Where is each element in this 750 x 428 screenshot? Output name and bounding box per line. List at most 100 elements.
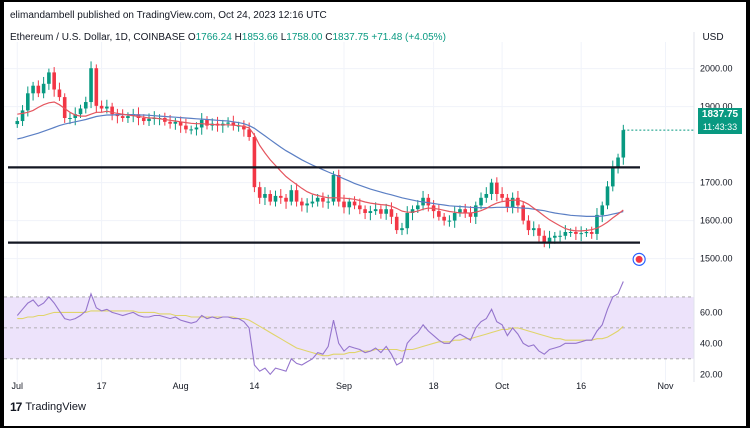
candle-body [458,209,462,213]
price-tick-label: 1900.00 [700,102,733,112]
candle-body [479,197,483,206]
candle-body [579,233,583,235]
candle-body [242,125,246,130]
candle-body [20,110,25,122]
candle-body [616,157,620,168]
candle-body [78,108,83,115]
candle-body [442,216,446,221]
candle-body [589,232,594,234]
tradingview-wordmark: TradingView [25,401,86,413]
candle-body [484,194,489,198]
candle-body [184,125,188,130]
close-label: C [325,32,333,43]
rsi-tick-label: 20.00 [700,369,723,379]
candle-body [347,201,352,208]
candle-body [400,228,404,231]
time-tick-label: Oct [495,381,510,391]
candle-body [510,197,515,208]
candle-body [273,195,278,202]
candle-body [547,237,552,244]
candle-body [574,232,578,234]
high-value: 1853.66 [241,32,278,43]
candle-body [126,116,130,118]
change-value: +71.48 (+4.05%) [371,32,446,43]
price-tick-label: 1500.00 [700,254,733,264]
candle-body [563,232,568,236]
high-label: H [234,32,242,43]
candle-body [410,209,415,213]
candle-body [310,201,315,204]
candle-body [610,167,615,187]
time-tick-label: 17 [97,381,107,391]
candle-body [68,118,72,119]
symbol-title[interactable]: Ethereum / U.S. Dollar, 1D, COINBASE [10,32,186,43]
candle-body [168,121,172,124]
time-tick-label: Nov [657,381,674,391]
candle-body [568,232,573,233]
candle-body [447,220,452,222]
candle-body [363,209,367,213]
candle-body [57,89,62,98]
rsi-ma-line [17,310,624,357]
candle-body [194,127,199,130]
candle-body [437,211,441,217]
candle-body [452,213,457,221]
ohlc-legend: Ethereum / U.S. Dollar, 1D, COINBASE O17… [10,32,446,43]
candle-body [231,122,236,126]
candle-body [73,114,78,118]
price-tick-label: 2000.00 [700,64,733,74]
open-value: 1766.24 [195,32,232,43]
candle-body [300,201,304,206]
rsi-line [16,281,624,376]
currency-label[interactable]: USD [702,32,724,43]
event-flag-icon-dot [635,255,643,263]
candle-body [62,97,67,118]
time-tick-label: Jul [12,381,24,391]
candle-body [26,93,30,111]
candle-body [52,72,56,90]
candle-body [41,83,46,94]
candle-body [326,201,330,203]
candle-body [31,85,35,94]
candle-body [15,121,20,125]
last-price-tag: 1837.75 11:43:33 [698,108,742,134]
candle-body [468,213,473,217]
tradingview-logo-icon: 17 [10,400,22,414]
candle-body [289,190,294,202]
candle-body [489,182,494,194]
candle-body [94,68,99,106]
candle-body [531,228,536,231]
time-tick-label: 14 [249,381,259,391]
candle-body [495,182,499,194]
candle-body [553,235,557,238]
candle-body [473,205,478,217]
candle-body [516,197,520,206]
candle-body [173,121,178,124]
candle-body [205,119,209,126]
candle-body [189,129,193,131]
candle-body [558,235,562,237]
ma-slow-line [17,113,624,217]
rsi-tick-label: 40.00 [700,338,723,348]
candle-body [247,129,251,137]
candle-body [226,122,230,124]
candle-body [521,205,525,221]
chart-canvas[interactable]: 2000.00 1900.00 1700.00 1600.00 1500.00 Jul 17… [4,2,746,426]
candle-body [389,209,394,217]
candle-body [542,235,547,244]
candle-body [252,137,257,188]
candle-body [47,72,51,84]
candle-body [405,213,410,229]
tradingview-logo[interactable]: 17 TradingView [10,400,86,414]
chart-frame: elimandambell published on TradingView.c… [4,2,746,426]
time-tick-label: 16 [576,381,586,391]
candle-body [342,201,346,208]
candle-body [278,195,283,198]
candle-body [284,197,288,202]
open-label: O [187,32,196,43]
time-tick-label: Sep [336,381,352,391]
candle-body [141,118,146,122]
candle-body [178,121,183,126]
candle-body [379,209,383,214]
candle-body [110,106,114,115]
